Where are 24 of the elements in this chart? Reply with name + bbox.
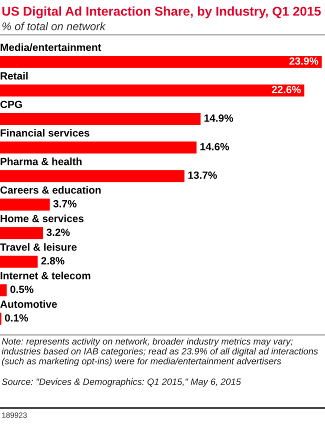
data-label: 0.1% <box>4 314 28 322</box>
data-label: 13.7% <box>188 172 217 179</box>
source-note: Source: "Devices & Demographics: Q1 2015," May 6, 2015 <box>2 378 242 387</box>
y-tick-label: Financial services <box>0 129 90 137</box>
data-label: 14.6% <box>200 142 230 150</box>
chart-title: US Digital Ad Interaction Share, by Industry, Q1 2015 <box>2 6 321 18</box>
data-label: 0.5% <box>10 286 34 294</box>
y-tick-label: CPG <box>0 100 22 108</box>
text: Note: represents activity on network, broader industry metrics may vary; industries based on IAB categories; read as 23.9% of all digital ad interactions (such as marketing opt-ins) were for media/entertainment advertisers <box>2 338 318 366</box>
data-label: 3.2% <box>46 228 70 236</box>
data-label: 2.8% <box>41 257 64 265</box>
y-tick-label: Internet & telecom <box>0 272 90 280</box>
data-label: 22.6% <box>272 86 301 94</box>
data-label: 14.9% <box>204 114 234 122</box>
y-tick-label: Retail <box>0 72 28 80</box>
y-tick-label: Home & services <box>0 214 84 222</box>
chart-subtitle: % of total on network <box>2 22 106 30</box>
y-tick-label: Travel & leisure <box>0 243 77 251</box>
y-tick-label: Automotive <box>0 300 57 308</box>
y-tick-label: Media/entertainment <box>0 43 102 52</box>
data-label: 3.7% <box>53 200 76 208</box>
y-tick-label: Pharma & health <box>0 158 82 166</box>
y-tick-label: Careers & education <box>0 186 101 194</box>
data-label: 23.9% <box>289 57 318 65</box>
